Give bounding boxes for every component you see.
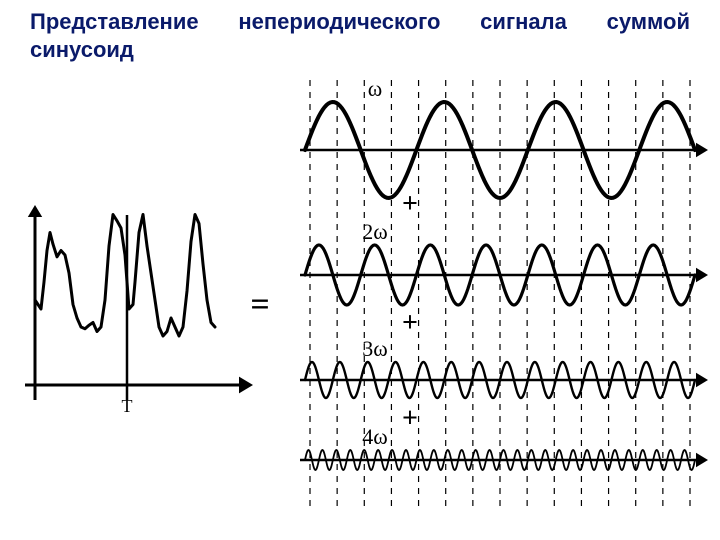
- diagram-title: Представление непериодического сигнала с…: [30, 8, 690, 63]
- plus-symbol-1: +: [402, 188, 418, 219]
- figure-svg: T = ω +2ω +3ω +4ω: [10, 70, 710, 530]
- title-line2: синусоид: [30, 36, 690, 64]
- left-x-axis-label: T: [122, 396, 133, 416]
- plus-symbol-2: +: [402, 308, 418, 339]
- equals-symbol: =: [250, 286, 269, 323]
- nonperiodic-signal: [35, 215, 215, 337]
- title-line1: Представление непериодического сигнала с…: [30, 9, 690, 34]
- harmonic-label-2: 2ω: [362, 219, 387, 244]
- figure-area: T = ω +2ω +3ω +4ω: [10, 70, 710, 530]
- harmonic-label-3: 3ω: [362, 336, 387, 361]
- harmonic-label-1: ω: [368, 76, 382, 101]
- plus-symbol-3: +: [402, 403, 418, 434]
- harmonic-label-4: 4ω: [362, 424, 387, 449]
